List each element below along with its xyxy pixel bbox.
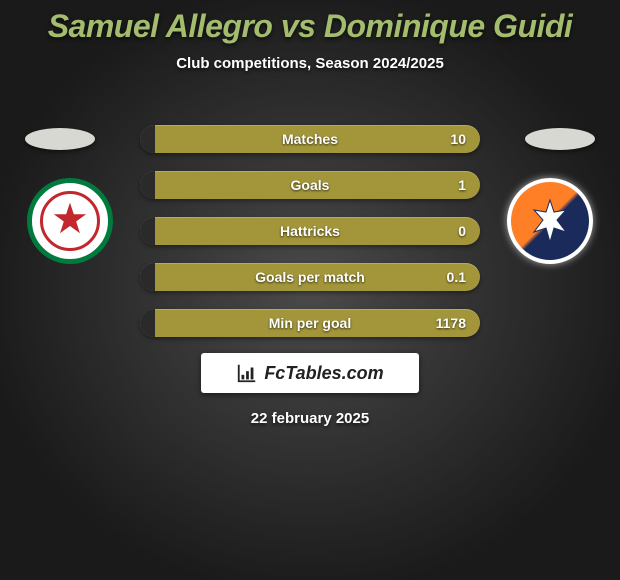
stat-right-value: 1 bbox=[458, 177, 466, 193]
subtitle: Club competitions, Season 2024/2025 bbox=[0, 55, 620, 72]
stat-row-goals: Goals 1 bbox=[140, 171, 480, 199]
stat-label: Matches bbox=[140, 131, 480, 147]
tappara-logo bbox=[507, 178, 593, 264]
stat-row-goals-per-match: Goals per match 0.1 bbox=[140, 263, 480, 291]
vs-text: vs bbox=[281, 8, 316, 44]
red-star-fc-logo: ★ bbox=[27, 178, 113, 264]
player1-name: Samuel Allegro bbox=[48, 8, 273, 44]
chart-icon bbox=[236, 362, 258, 384]
stat-row-hattricks: Hattricks 0 bbox=[140, 217, 480, 245]
player1-flag bbox=[25, 128, 95, 150]
stat-row-matches: Matches 10 bbox=[140, 125, 480, 153]
page-title: Samuel Allegro vs Dominique Guidi bbox=[0, 0, 620, 45]
star-icon: ★ bbox=[51, 198, 89, 240]
player2-name: Dominique Guidi bbox=[324, 8, 572, 44]
player2-flag bbox=[525, 128, 595, 150]
brand-badge[interactable]: FcTables.com bbox=[201, 353, 419, 393]
stat-right-value: 0 bbox=[458, 223, 466, 239]
stat-label: Hattricks bbox=[140, 223, 480, 239]
brand-text: FcTables.com bbox=[264, 363, 383, 384]
stat-label: Min per goal bbox=[140, 315, 480, 331]
logo-ring: ★ bbox=[40, 191, 100, 251]
date-text: 22 february 2025 bbox=[0, 410, 620, 427]
stat-right-value: 0.1 bbox=[447, 269, 466, 285]
stat-row-min-per-goal: Min per goal 1178 bbox=[140, 309, 480, 337]
stat-right-value: 10 bbox=[450, 131, 466, 147]
stat-label: Goals per match bbox=[140, 269, 480, 285]
stats-container: Matches 10 Goals 1 Hattricks 0 Goals per… bbox=[140, 125, 480, 355]
axe-icon bbox=[525, 196, 575, 246]
stat-label: Goals bbox=[140, 177, 480, 193]
stat-right-value: 1178 bbox=[436, 315, 466, 331]
